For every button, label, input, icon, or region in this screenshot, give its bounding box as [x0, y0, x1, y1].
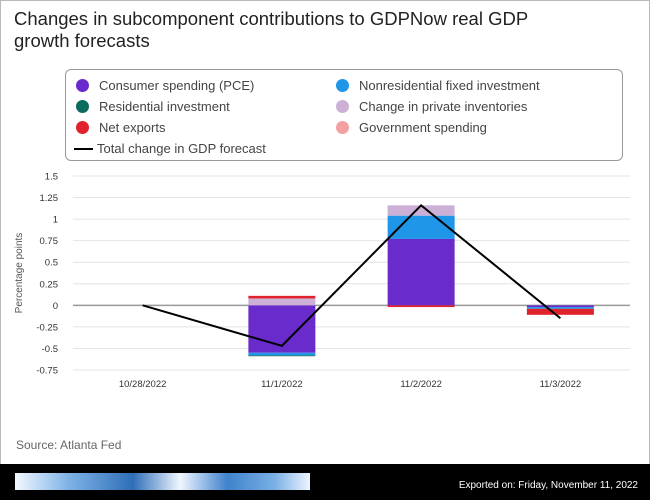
legend-label-netexports: Net exports: [99, 120, 166, 135]
export-date: Exported on: Friday, November 11, 2022: [458, 480, 638, 491]
x-tick-label: 11/2/2022: [400, 379, 442, 390]
bar-res: [248, 355, 316, 357]
y-tick-label: 1.25: [40, 193, 59, 204]
legend: Consumer spending (PCE) Nonresidential f…: [65, 69, 623, 161]
footer-bar: Exported on: Friday, November 11, 2022: [0, 464, 650, 500]
legend-swatch-res: [76, 100, 89, 113]
total-line: [142, 203, 562, 347]
legend-label-nonres: Nonresidential fixed investment: [359, 78, 540, 93]
footer-logo-banner: [15, 473, 310, 490]
legend-swatch-netexports: [76, 121, 89, 134]
bar-netexports: [248, 295, 316, 299]
legend-swatch-government: [336, 121, 349, 134]
legend-swatch-pce: [76, 79, 89, 92]
bar-netexports: [526, 308, 594, 315]
y-tick-label: -0.25: [36, 322, 58, 333]
plot-area: 1.5 1.25 1 0.75 0.5 0.25 0 -0.25 -0.5 -0.75 Percen…: [14, 172, 630, 390]
y-tick-label: 1: [53, 215, 58, 226]
legend-swatch-inventories: [336, 100, 349, 113]
x-tick-label: 10/28/2022: [119, 379, 167, 390]
x-tick-label: 11/1/2022: [261, 379, 303, 390]
bar-pce: [526, 305, 594, 308]
y-tick-label: 1.5: [45, 172, 58, 183]
legend-swatch-nonres: [336, 79, 349, 92]
bar-nonres: [526, 307, 594, 309]
bar-inventories: [387, 205, 455, 216]
legend-swatch-total: [74, 148, 93, 150]
legend-label-total: Total change in GDP forecast: [97, 141, 266, 156]
chart-title: Changes in subcomponent contributions to…: [14, 8, 528, 51]
legend-label-inventories: Change in private inventories: [359, 99, 528, 114]
y-axis-label: Percentage points: [14, 233, 25, 314]
y-tick-label: -0.75: [36, 366, 58, 377]
y-tick-label: 0.75: [40, 236, 59, 247]
bar-pce: [387, 238, 455, 306]
x-tick-label: 11/3/2022: [540, 379, 582, 390]
legend-label-government: Government spending: [359, 120, 487, 135]
y-tick-label: 0: [53, 301, 58, 312]
source-note: Source: Atlanta Fed: [16, 438, 122, 452]
y-tick-label: 0.5: [45, 258, 58, 269]
y-tick-label: -0.5: [42, 344, 58, 355]
bar-nonres: [387, 215, 455, 239]
bar-nonres: [248, 352, 316, 356]
bar-netexports: [387, 305, 455, 308]
bar-inventories: [248, 298, 316, 306]
legend-label-pce: Consumer spending (PCE): [99, 78, 255, 93]
legend-label-res: Residential investment: [99, 99, 230, 114]
y-tick-label: 0.25: [40, 279, 59, 290]
